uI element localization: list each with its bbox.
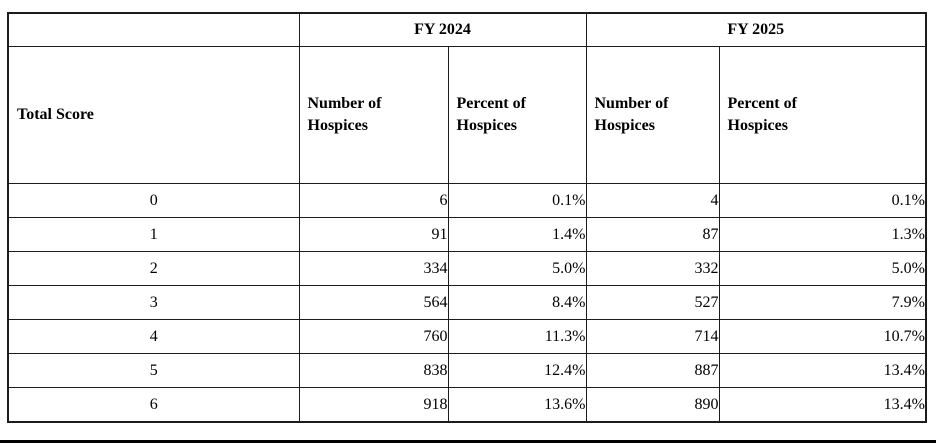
fy2024-number-cell: 91 — [298, 217, 449, 252]
fy2025-percent-cell: 13.4% — [718, 387, 927, 423]
score-cell: 3 — [7, 285, 300, 320]
fy2025-number-cell: 887 — [585, 353, 720, 388]
table-row: 0 6 0.1% 4 0.1% — [7, 183, 927, 218]
fy2024-percent-header: Percent of Hospices — [447, 46, 587, 184]
fy2024-number-header: Number of Hospices — [298, 46, 449, 184]
table-row: 4 760 11.3% 714 10.7% — [7, 319, 927, 354]
fy2024-number-cell: 918 — [298, 387, 449, 423]
fy2024-percent-cell: 0.1% — [447, 183, 587, 218]
fy2024-percent-header-label: Percent of Hospices — [456, 94, 526, 134]
fy2025-number-cell: 527 — [585, 285, 720, 320]
table-row: 6 918 13.6% 890 13.4% — [7, 387, 927, 423]
fy2025-percent-cell: 13.4% — [718, 353, 927, 388]
score-cell: 1 — [7, 217, 300, 252]
fy2025-percent-cell: 5.0% — [718, 251, 927, 286]
fy2024-header: FY 2024 — [298, 12, 587, 47]
fy2025-percent-cell: 10.7% — [718, 319, 927, 354]
fy2024-number-header-label: Number of Hospices — [307, 94, 382, 134]
fy2025-number-cell: 890 — [585, 387, 720, 423]
table-row: 5 838 12.4% 887 13.4% — [7, 353, 927, 388]
total-score-header: Total Score — [7, 46, 300, 184]
fy2024-percent-cell: 5.0% — [447, 251, 587, 286]
table-row: 3 564 8.4% 527 7.9% — [7, 285, 927, 320]
year-header-row: FY 2024 FY 2025 — [7, 12, 927, 47]
score-cell: 0 — [7, 183, 300, 218]
fy2024-percent-cell: 1.4% — [447, 217, 587, 252]
page-bottom-rule — [0, 440, 936, 443]
fy2024-percent-cell: 8.4% — [447, 285, 587, 320]
table-row: 2 334 5.0% 332 5.0% — [7, 251, 927, 286]
hospice-score-table: FY 2024 FY 2025 Total Score Number of Ho… — [7, 12, 927, 423]
corner-cell — [7, 12, 300, 47]
fy2025-number-cell: 87 — [585, 217, 720, 252]
fy2025-number-header: Number of Hospices — [585, 46, 720, 184]
fy2025-percent-header-label: Percent of Hospices — [727, 94, 797, 134]
score-cell: 6 — [7, 387, 300, 423]
fy2024-number-cell: 760 — [298, 319, 449, 354]
fy2025-percent-cell: 7.9% — [718, 285, 927, 320]
fy2025-percent-cell: 1.3% — [718, 217, 927, 252]
fy2024-number-cell: 334 — [298, 251, 449, 286]
fy2024-percent-cell: 11.3% — [447, 319, 587, 354]
fy2025-percent-header: Percent of Hospices — [718, 46, 927, 184]
score-cell: 5 — [7, 353, 300, 388]
fy2025-header: FY 2025 — [585, 12, 927, 47]
fy2025-number-cell: 332 — [585, 251, 720, 286]
column-header-row: Total Score Number of Hospices Percent o… — [7, 46, 927, 184]
fy2025-number-header-label: Number of Hospices — [594, 94, 669, 134]
score-cell: 2 — [7, 251, 300, 286]
fy2025-number-cell: 714 — [585, 319, 720, 354]
fy2024-number-cell: 564 — [298, 285, 449, 320]
score-cell: 4 — [7, 319, 300, 354]
fy2025-number-cell: 4 — [585, 183, 720, 218]
table-row: 1 91 1.4% 87 1.3% — [7, 217, 927, 252]
fy2024-percent-cell: 12.4% — [447, 353, 587, 388]
fy2024-percent-cell: 13.6% — [447, 387, 587, 423]
fy2024-number-cell: 6 — [298, 183, 449, 218]
fy2025-percent-cell: 0.1% — [718, 183, 927, 218]
fy2024-number-cell: 838 — [298, 353, 449, 388]
